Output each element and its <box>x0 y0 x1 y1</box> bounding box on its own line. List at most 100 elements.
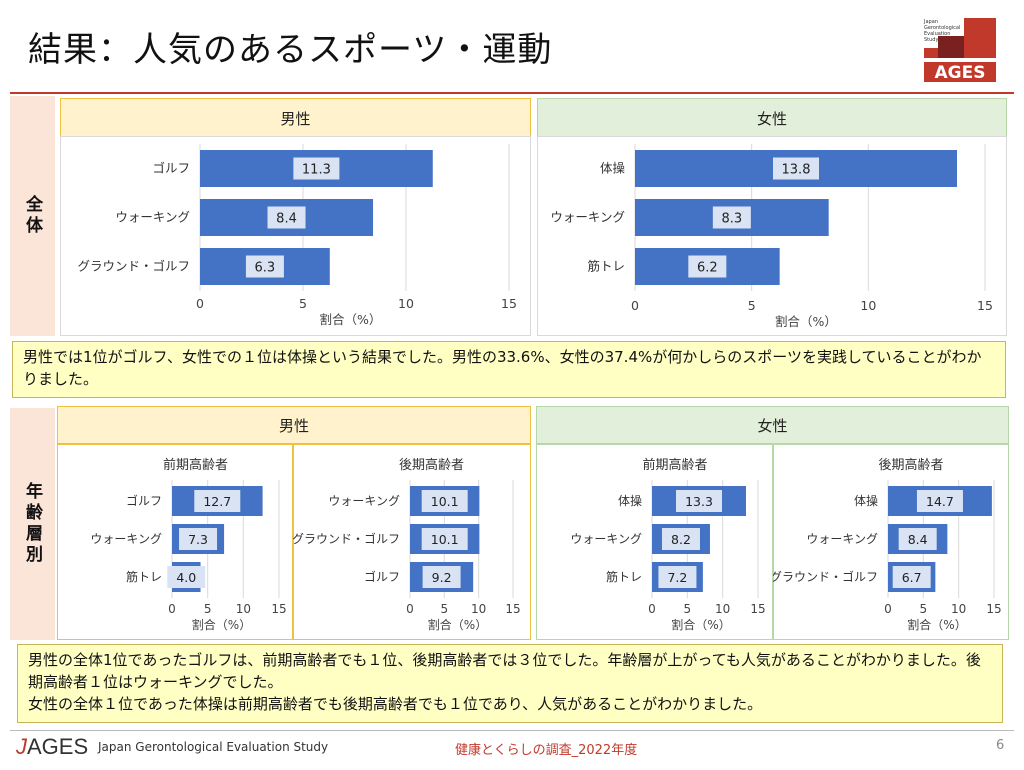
age-note-line2: 女性の全体１位であった体操は前期高齢者でも後期高齢者でも１位であり、人気があるこ… <box>28 695 763 713</box>
x-tick-label: 10 <box>398 296 414 311</box>
x-tick-label: 5 <box>920 602 928 616</box>
category-label: 筋トレ <box>606 569 642 584</box>
svg-text:Japan: Japan <box>923 19 938 25</box>
side-label-age-text: 年齢層別 <box>22 482 42 566</box>
page-number: 6 <box>996 738 1005 753</box>
data-label: 6.7 <box>902 570 922 585</box>
overall-female-header-text: 女性 <box>756 109 787 128</box>
data-label-box <box>898 528 937 550</box>
category-label: ウォーキング <box>570 532 642 546</box>
side-label-overall: 全体 <box>10 96 55 336</box>
data-label: 8.3 <box>721 212 742 227</box>
x-tick-label: 0 <box>168 602 176 616</box>
x-axis-label: 割合（%） <box>907 617 966 632</box>
footer-subtitle: Japan Gerontological Evaluation Study <box>98 740 329 754</box>
category-label: ウォーキング <box>90 532 162 546</box>
svg-text:Gerontological: Gerontological <box>924 25 960 31</box>
age-female-header: 女性 <box>536 406 1009 445</box>
category-label: 体操 <box>600 161 626 176</box>
x-tick-label: 10 <box>471 602 486 616</box>
male-early-panel: 0 5 10 15 前期高齢者 ゴルフ 12.7 ウォーキング 7.3 筋トレ 4.0 割合（%） <box>57 443 294 640</box>
category-label: 体操 <box>854 493 878 508</box>
x-tick-label: 10 <box>951 602 966 616</box>
data-label: 7.2 <box>667 570 687 585</box>
x-tick-label: 15 <box>986 602 1001 616</box>
x-tick-label: 5 <box>748 298 756 313</box>
age-female-header-text: 女性 <box>757 417 788 435</box>
data-label-box <box>658 566 697 588</box>
x-axis-label: 割合（%） <box>671 617 730 632</box>
data-label: 13.3 <box>685 494 713 509</box>
x-tick-label: 0 <box>648 602 656 616</box>
data-label-box <box>179 528 218 550</box>
x-tick-label: 10 <box>715 602 730 616</box>
category-label: ウォーキング <box>328 494 400 508</box>
data-label-box <box>267 206 306 229</box>
category-label: グラウンド・ゴルフ <box>77 259 190 274</box>
x-tick-label: 15 <box>750 602 765 616</box>
x-axis-label: 割合（%） <box>775 314 837 329</box>
data-label: 7.3 <box>188 532 208 547</box>
x-tick-label: 5 <box>204 602 212 616</box>
data-label: 9.2 <box>432 570 452 585</box>
x-tick-label: 0 <box>196 296 204 311</box>
data-label-box <box>712 206 751 229</box>
category-label: グラウンド・ゴルフ <box>773 569 878 584</box>
data-label-box <box>892 566 931 588</box>
chart-title: 後期高齢者 <box>399 457 464 473</box>
x-tick-label: 0 <box>631 298 639 313</box>
data-label-box <box>916 490 963 512</box>
x-tick-label: 0 <box>884 602 892 616</box>
data-label: 13.8 <box>782 163 811 178</box>
overall-female-header: 女性 <box>537 98 1007 138</box>
x-tick-label: 15 <box>501 296 517 311</box>
category-label: ウォーキング <box>115 210 190 225</box>
chart-title: 後期高齢者 <box>878 457 943 473</box>
data-label: 14.7 <box>926 494 954 509</box>
data-label-box <box>675 490 722 512</box>
data-label-box <box>245 255 284 278</box>
page-title: 結果：人気のあるスポーツ・運動 <box>28 30 553 70</box>
category-label: ゴルフ <box>152 161 190 176</box>
title-rule <box>10 92 1014 94</box>
x-tick-label: 10 <box>860 298 876 313</box>
side-label-overall-text: 全体 <box>22 195 42 237</box>
category-label: 筋トレ <box>587 259 625 274</box>
overall-female-chart: 0 5 10 15 体操 13.8 ウォーキング 8.3 筋トレ 6.2 割合（%） <box>550 144 993 329</box>
data-label: 8.4 <box>908 532 928 547</box>
category-label: ゴルフ <box>364 569 400 584</box>
data-label-box <box>661 528 700 550</box>
overall-female-panel: 0 5 10 15 体操 13.8 ウォーキング 8.3 筋トレ 6.2 割合（%） <box>537 136 1007 336</box>
data-label: 10.1 <box>431 532 459 547</box>
data-label-box <box>421 490 468 512</box>
category-label: グラウンド・ゴルフ <box>293 531 400 546</box>
age-male-header: 男性 <box>57 406 531 445</box>
data-label: 4.0 <box>176 570 196 585</box>
category-label: ウォーキング <box>806 532 878 546</box>
x-axis-label: 割合（%） <box>192 617 251 632</box>
logo-brand: AGES <box>935 63 986 83</box>
data-label-box <box>293 157 340 180</box>
category-label: ゴルフ <box>126 493 162 508</box>
category-label: ウォーキング <box>550 210 625 225</box>
data-label-box <box>773 157 819 180</box>
data-label: 11.3 <box>302 163 331 178</box>
overall-male-panel: 0 5 10 15 ゴルフ 11.3 ウォーキング 8.4 グラウンド・ゴルフ 6.3 割合（%） <box>60 136 531 336</box>
category-label: 筋トレ <box>126 569 162 584</box>
male-late-panel: 0 5 10 15 後期高齢者 ウォーキング 10.1 グラウンド・ゴルフ 10.1 ゴルフ 9.2… <box>292 443 531 640</box>
data-label-box <box>688 255 727 278</box>
footer-logo-rest: AGES <box>27 734 89 759</box>
data-label-box <box>422 566 461 588</box>
overall-male-header: 男性 <box>60 98 531 138</box>
footer-logo-j: J <box>16 734 27 759</box>
jages-logo: Japan Gerontological Evaluation Study AG… <box>920 14 1000 90</box>
x-tick-label: 10 <box>236 602 251 616</box>
footer-rule <box>10 730 1014 731</box>
data-label-box <box>167 566 206 588</box>
data-label: 6.3 <box>255 261 276 276</box>
overall-male-chart: 0 5 10 15 ゴルフ 11.3 ウォーキング 8.4 グラウンド・ゴルフ 6.3 割合（%） <box>77 144 517 327</box>
data-label-box <box>194 490 241 512</box>
x-tick-label: 5 <box>441 602 449 616</box>
age-male-header-text: 男性 <box>278 417 309 435</box>
